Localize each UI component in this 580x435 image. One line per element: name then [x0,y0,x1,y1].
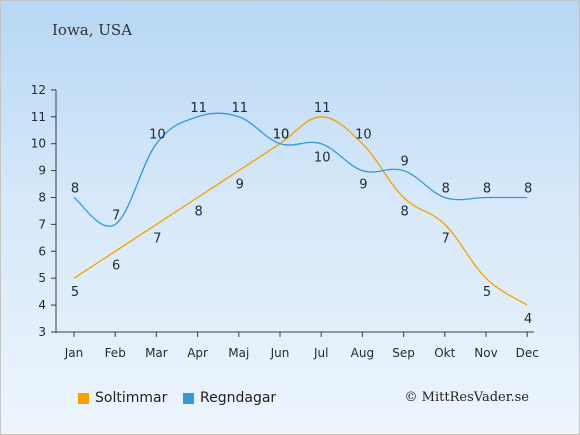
legend-sun-label: Soltimmar [95,390,168,406]
y-tick-label: 8 [38,191,46,205]
x-tick-label: Jan [64,346,84,360]
data-label-regndagar: 10 [314,151,331,166]
x-tick-label: Okt [434,346,455,360]
y-tick-label: 10 [31,137,46,151]
data-label-soltimmar: 8 [194,205,202,220]
y-tick-label: 9 [38,164,46,178]
data-label-soltimmar: 5 [483,285,491,300]
x-tick-label: Nov [474,346,497,360]
data-label-regndagar: 10 [273,128,290,143]
x-tick-label: Apr [187,346,208,360]
y-tick-label: 12 [31,83,46,97]
x-tick-label: Feb [105,346,126,360]
x-tick-label: Jun [270,346,290,360]
data-label-soltimmar: 10 [355,128,372,143]
data-label-regndagar: 11 [190,101,207,116]
data-label-regndagar: 8 [442,182,450,197]
y-tick-label: 6 [38,244,46,258]
data-label-regndagar: 9 [400,155,408,170]
data-label-regndagar: 7 [112,208,120,223]
data-label-regndagar: 8 [483,182,491,197]
chart-title: Iowa, USA [52,21,133,39]
data-label-soltimmar: 10 [273,128,290,143]
x-tick-label: Sep [392,346,415,360]
data-label-soltimmar: 11 [314,101,331,116]
legend-sun: Soltimmar [78,390,167,406]
y-tick-label: 3 [38,325,46,339]
data-label-soltimmar: 8 [400,205,408,220]
y-tick-label: 5 [38,271,46,285]
legend-rain-label: Regndagar [200,390,277,406]
x-tick-label: Dec [516,346,539,360]
legend-rain: Regndagar [183,390,276,406]
data-label-regndagar: 8 [71,182,79,197]
data-label-regndagar: 9 [359,178,367,193]
data-label-soltimmar: 4 [524,312,532,327]
x-tick-label: Mar [145,346,168,360]
series-line-soltimmar [73,116,528,306]
copyright-text: © MittResVader.se [404,390,529,405]
data-label-regndagar: 8 [524,182,532,197]
legend-rain-swatch [183,392,194,404]
x-tick-label: Jul [313,346,328,360]
data-label-soltimmar: 5 [71,285,79,300]
y-tick-label: 11 [31,110,46,124]
y-tick-label: 4 [38,298,46,312]
x-tick-label: Maj [228,346,249,360]
data-label-regndagar: 10 [149,128,166,143]
data-label-soltimmar: 9 [236,178,244,193]
data-label-soltimmar: 7 [442,231,450,246]
data-label-soltimmar: 6 [112,258,120,273]
x-tick-label: Aug [351,346,374,360]
series-line-regndagar [73,112,528,227]
data-label-soltimmar: 7 [153,231,161,246]
legend-sun-swatch [78,392,89,404]
y-tick-label: 7 [38,217,46,231]
data-label-regndagar: 11 [232,101,249,116]
